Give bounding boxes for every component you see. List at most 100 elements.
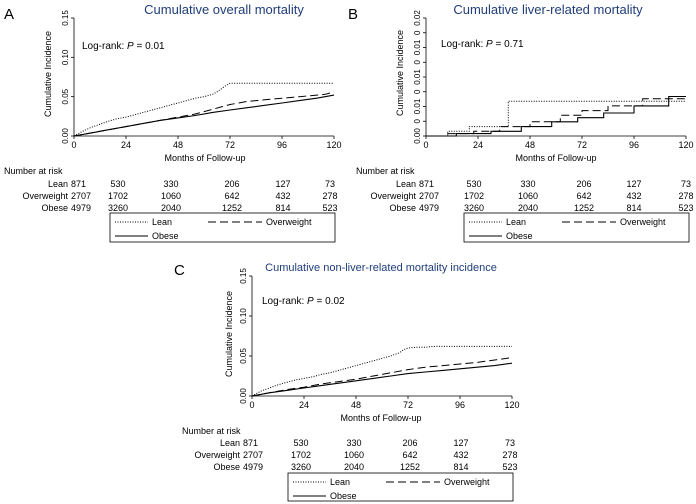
risk-value: 278: [502, 450, 517, 460]
risk-value: 814: [626, 203, 641, 213]
x-tick-label: 48: [525, 140, 535, 150]
y-tick-label: 0.01: [413, 39, 422, 55]
risk-value: 523: [678, 203, 693, 213]
panel-a: A Cumulative overall mortality Log-rank:…: [4, 2, 342, 163]
panel-a-xlabel: Months of Follow-up: [164, 153, 245, 163]
panel-letter-c: C: [174, 262, 185, 279]
y-tick-label: 0.05: [239, 348, 248, 364]
panel-b-title: Cumulative liver-related mortality: [453, 2, 643, 17]
x-tick-label: 120: [326, 140, 341, 150]
risk-value: 127: [626, 179, 641, 189]
risk-value: 3260: [464, 203, 484, 213]
panel-b-logrank: Log-rank: P = 0.71: [441, 39, 524, 50]
x-tick-label: 0: [249, 400, 254, 410]
panel-b-ylabel: Cumulative Incidence: [395, 30, 405, 116]
panel-c: C Cumulative non-liver-related mortality…: [174, 262, 520, 423]
risk-value: 330: [346, 438, 361, 448]
x-tick-label: 24: [299, 400, 309, 410]
legend-b: Lean Overweight Obese: [463, 212, 690, 243]
legend-label-lean: Lean: [152, 217, 172, 227]
y-tick-label: 0.15: [61, 10, 70, 26]
y-tick-label: 0.05: [61, 88, 70, 104]
risk-header: Number at risk: [356, 166, 415, 176]
risk-value: 530: [466, 179, 481, 189]
x-tick-label: 96: [455, 400, 465, 410]
risk-value: 1252: [222, 203, 242, 213]
x-tick-label: 120: [678, 140, 693, 150]
risk-label-overweight: Overweight: [370, 191, 416, 201]
y-tick-label: 0: [413, 59, 422, 64]
legend-frame: [109, 212, 336, 243]
legend-label-obese: Obese: [152, 231, 179, 241]
risk-value: 330: [163, 179, 178, 189]
series-line-obese: [251, 362, 513, 397]
risk-value: 73: [505, 438, 515, 448]
risk-value: 432: [275, 191, 290, 201]
risk-n0-obese: 4979: [419, 203, 439, 213]
y-tick-label: 0.01: [413, 98, 422, 114]
panel-c-title: Cumulative non-liver-related mortality i…: [265, 262, 497, 274]
y-tick-label: 0.10: [239, 308, 248, 324]
risk-table-c: Number at risk Lean 871 530 330 206 127 …: [182, 426, 518, 472]
panel-b-xlabel: Months of Follow-up: [515, 153, 596, 163]
risk-n0-obese: 4979: [243, 462, 263, 472]
risk-value: 1060: [344, 450, 364, 460]
panel-letter-a: A: [4, 6, 14, 23]
risk-value: 814: [453, 462, 468, 472]
x-tick-label: 0: [423, 140, 428, 150]
series-line-lean: [73, 82, 334, 137]
risk-value: 432: [626, 191, 641, 201]
y-tick-label: 0.00: [239, 388, 248, 404]
panel-a-ylabel: Cumulative Incidence: [43, 31, 53, 117]
x-tick-label: 96: [629, 140, 639, 150]
legend-label-obese: Obese: [330, 491, 357, 501]
panel-c-xlabel: Months of Follow-up: [340, 413, 421, 423]
x-tick-label: 0: [71, 140, 76, 150]
series-line-overweight: [251, 357, 513, 397]
series-line-obese: [73, 94, 335, 137]
panel-c-ylabel: Cumulative Incidence: [224, 291, 234, 377]
legend-a: Lean Overweight Obese: [109, 212, 336, 243]
risk-label-obese: Obese: [213, 462, 240, 472]
risk-value: 3260: [291, 462, 311, 472]
risk-label-overweight: Overweight: [194, 450, 240, 460]
risk-value: 2040: [161, 203, 181, 213]
y-tick-label: 0.00: [413, 128, 422, 144]
risk-value: 1060: [518, 191, 538, 201]
panel-letter-b: B: [348, 6, 358, 23]
y-tick-label: 0.15: [239, 268, 248, 284]
panel-b: B Cumulative liver-related mortality Log…: [348, 2, 694, 163]
risk-header: Number at risk: [4, 166, 63, 176]
risk-value: 1702: [464, 191, 484, 201]
x-tick-label: 48: [173, 140, 183, 150]
risk-value: 330: [520, 179, 535, 189]
x-tick-label: 72: [403, 400, 413, 410]
legend-label-overweight: Overweight: [266, 217, 312, 227]
risk-n0-obese: 4979: [71, 203, 91, 213]
risk-label-lean: Lean: [220, 438, 240, 448]
panel-a-title: Cumulative overall mortality: [144, 2, 304, 17]
panel-c-logrank: Log-rank: P = 0.02: [262, 296, 345, 307]
risk-label-lean: Lean: [396, 179, 416, 189]
legend-label-obese: Obese: [506, 231, 533, 241]
x-tick-label: 72: [577, 140, 587, 150]
risk-value: 1252: [574, 203, 594, 213]
risk-value: 1252: [400, 462, 420, 472]
x-tick-label: 24: [473, 140, 483, 150]
risk-n0-lean: 871: [243, 438, 258, 448]
risk-value: 2040: [518, 203, 538, 213]
risk-value: 278: [678, 191, 693, 201]
risk-label-obese: Obese: [389, 203, 416, 213]
x-tick-label: 48: [351, 400, 361, 410]
risk-value: 73: [681, 179, 691, 189]
y-tick-label: 0.00: [61, 128, 70, 144]
series-line-obese: [426, 95, 686, 137]
risk-label-overweight: Overweight: [22, 191, 68, 201]
risk-value: 206: [402, 438, 417, 448]
series-line-overweight: [426, 98, 686, 137]
x-tick-label: 72: [225, 140, 235, 150]
risk-n0-overweight: 2707: [71, 191, 91, 201]
y-tick-label: 0: [413, 118, 422, 123]
risk-value: 127: [275, 179, 290, 189]
risk-value: 3260: [108, 203, 128, 213]
